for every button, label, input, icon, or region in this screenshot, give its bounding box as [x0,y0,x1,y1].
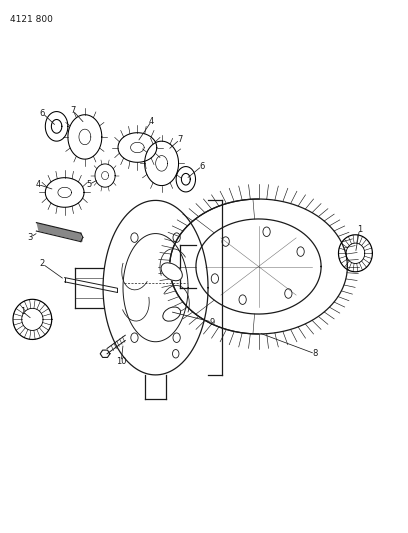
Text: 4: 4 [36,180,41,189]
Text: 5: 5 [86,180,91,189]
Ellipse shape [161,263,182,281]
Text: 2: 2 [40,260,45,268]
Text: 4: 4 [149,117,154,126]
Polygon shape [36,223,83,241]
Text: 8: 8 [313,349,318,358]
Text: 6: 6 [40,109,45,118]
Text: 7: 7 [177,135,182,144]
Ellipse shape [163,307,181,321]
Text: 1: 1 [20,307,25,316]
Text: 7: 7 [70,106,75,115]
Text: 6: 6 [199,161,205,171]
Text: 9: 9 [209,318,215,327]
Text: 3: 3 [28,233,33,242]
Text: 1: 1 [357,225,362,234]
Text: 10: 10 [116,357,126,366]
Text: 4121 800: 4121 800 [10,15,53,25]
